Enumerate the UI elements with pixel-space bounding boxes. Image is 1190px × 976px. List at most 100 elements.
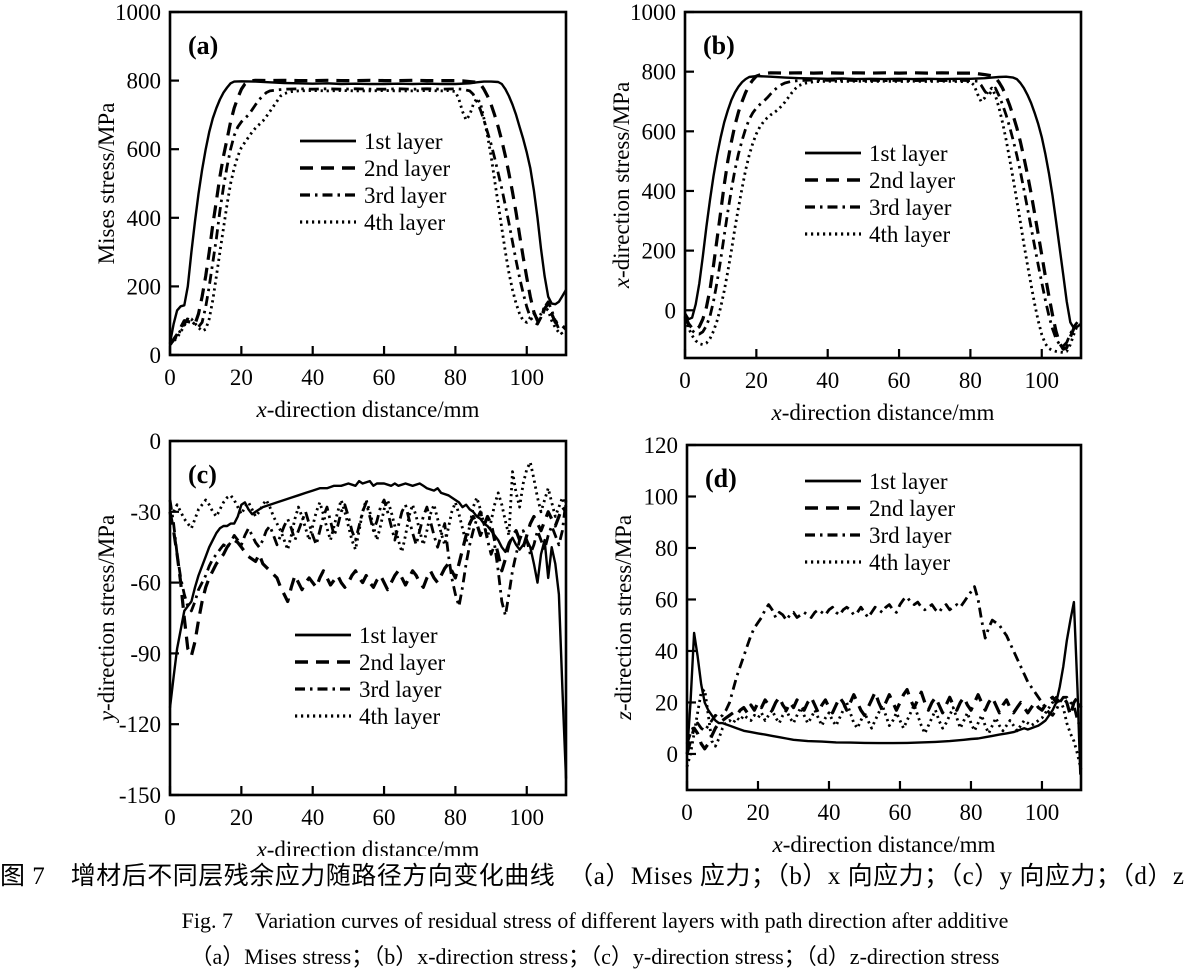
- caption-chinese: 图 7 增材后不同层残余应力随路径方向变化曲线 （a）Mises 应力；（b）x…: [0, 863, 1190, 890]
- y-tick-label: 40: [655, 639, 678, 664]
- chart-svg-c: 0 20 40 60 80 100 0 -30 -60 -90 -120 -150 x-directio…: [94, 429, 568, 856]
- y-tick-label: 1000: [115, 0, 161, 25]
- chart-svg-b: 0 20 40 60 80 10002004006008001000x-direction…: [609, 0, 1083, 425]
- y-tick-label: 0: [667, 742, 679, 767]
- legend-label: 3rd layer: [869, 523, 952, 548]
- y-tick-label: 20: [655, 690, 678, 715]
- x-axis-label: x-direction distance/mm: [771, 400, 995, 425]
- chart-svg-a: 0 20 40 60 80 10002004006008001000x-direction…: [94, 0, 568, 422]
- series-3rd-layer: [168, 498, 568, 617]
- x-axis-label: x-direction distance/mm: [772, 832, 996, 856]
- x-axis-label: x-direction distance/mm: [256, 837, 480, 856]
- chart-panel-b-x-direction-stress: 0 20 40 60 80 100 0 200 400 600 800 1000 x-direction…: [595, 0, 1190, 428]
- x-tick-label: 100: [1025, 800, 1060, 825]
- x-tick-label: 60: [373, 805, 396, 830]
- y-tick-label: -120: [119, 712, 161, 737]
- y-tick-label: 0: [665, 298, 677, 323]
- y-tick-label: 400: [642, 179, 677, 204]
- legend-label: 4th layer: [359, 704, 440, 729]
- legend-label: 3rd layer: [359, 677, 442, 702]
- series-1st-layer: [683, 74, 1082, 330]
- legend-label: 2nd layer: [359, 650, 446, 675]
- x-tick-label: 100: [510, 805, 545, 830]
- series-2nd-layer: [168, 78, 568, 346]
- x-tick-label: 40: [817, 800, 840, 825]
- y-tick-label: 0: [150, 343, 162, 368]
- series-2nd-layer: [168, 505, 568, 658]
- panel-label: (c): [188, 460, 217, 489]
- y-tick-label: 0: [150, 429, 162, 454]
- legend-label: 4th layer: [869, 222, 950, 247]
- legend-label: 2nd layer: [869, 168, 956, 193]
- y-tick-label: 400: [127, 206, 162, 231]
- panel-label: (a): [188, 31, 218, 60]
- x-tick-label: 80: [959, 368, 982, 393]
- chart-panel-d-z-direction-stress: 0 20 40 60 80 100 0 20 40 60 80 100 120 x-direction d…: [595, 428, 1190, 856]
- legend-label: 4th layer: [869, 550, 950, 575]
- caption-english-subtitle: （a）Mises stress；（b）x-direction stress；（c…: [190, 944, 1000, 969]
- y-axis-label: z-direction stress/MPa: [611, 515, 636, 721]
- series-2nd-layer: [683, 71, 1079, 351]
- y-tick-label: 80: [655, 536, 678, 561]
- y-tick-label: 120: [644, 433, 679, 458]
- legend-label: 1st layer: [364, 129, 443, 154]
- x-axis-label: x-direction distance/mm: [256, 397, 480, 422]
- x-tick-label: 0: [164, 805, 176, 830]
- y-tick-label: 100: [644, 484, 679, 509]
- y-tick-label: -90: [130, 641, 161, 666]
- y-tick-label: 600: [127, 137, 162, 162]
- y-tick-label: 200: [642, 239, 677, 264]
- chart-svg-d: 0 20 40 60 80 100 0 20 40 60 80 100 120 x-direction d…: [611, 433, 1083, 856]
- x-tick-label: 80: [444, 805, 467, 830]
- y-axis-label: Mises stress/MPa: [94, 103, 119, 265]
- series-1st-layer: [168, 479, 568, 779]
- y-axis-label: y-direction stress/MPa: [94, 515, 119, 723]
- series-4th-layer: [169, 89, 561, 346]
- chart-panel-a-mises-stress: 0 20 40 60 80 100 0 200 400 600 800 1000 x-direction…: [0, 0, 595, 428]
- series-3rd-layer: [685, 585, 1083, 745]
- x-tick-label: 0: [679, 368, 691, 393]
- x-tick-label: 0: [681, 800, 693, 825]
- y-tick-label: 800: [127, 69, 162, 94]
- y-tick-label: -30: [130, 500, 161, 525]
- legend-label: 1st layer: [869, 469, 948, 494]
- x-tick-label: 0: [164, 365, 176, 390]
- plot-border: [683, 10, 1083, 360]
- series-2nd-layer: [685, 688, 1083, 755]
- y-tick-label: 200: [127, 274, 162, 299]
- y-tick-label: 600: [642, 119, 677, 144]
- x-tick-label: 100: [1025, 368, 1060, 393]
- y-axis-label: x-direction stress/MPa: [609, 82, 634, 289]
- plot-border: [685, 443, 1083, 792]
- plot-border: [168, 439, 568, 797]
- series-1st-layer: [168, 80, 568, 344]
- x-tick-label: 100: [510, 365, 545, 390]
- x-tick-label: 40: [301, 365, 324, 390]
- series-1st-layer: [685, 600, 1082, 775]
- legend-label: 1st layer: [359, 623, 438, 648]
- x-tick-label: 60: [888, 800, 911, 825]
- series-3rd-layer: [168, 87, 567, 346]
- x-tick-label: 60: [373, 365, 396, 390]
- x-tick-label: 20: [230, 805, 253, 830]
- y-tick-label: 800: [642, 60, 677, 85]
- panel-label: (d): [705, 464, 737, 493]
- x-tick-label: 80: [959, 800, 982, 825]
- y-tick-label: 60: [655, 587, 678, 612]
- legend-label: 1st layer: [869, 141, 948, 166]
- x-tick-label: 80: [444, 365, 467, 390]
- caption-english-title: Fig. 7 Variation curves of residual stre…: [181, 908, 1009, 933]
- x-tick-label: 20: [745, 368, 768, 393]
- series-4th-layer: [168, 460, 568, 554]
- y-tick-label: -60: [130, 571, 161, 596]
- x-tick-label: 20: [746, 800, 769, 825]
- x-tick-label: 20: [230, 365, 253, 390]
- legend-label: 2nd layer: [869, 496, 956, 521]
- y-tick-label: 1000: [630, 0, 676, 25]
- plot-border: [168, 10, 568, 357]
- legend-label: 4th layer: [364, 210, 445, 235]
- legend-label: 3rd layer: [869, 195, 952, 220]
- panel-label: (b): [703, 31, 735, 60]
- x-tick-label: 40: [301, 805, 324, 830]
